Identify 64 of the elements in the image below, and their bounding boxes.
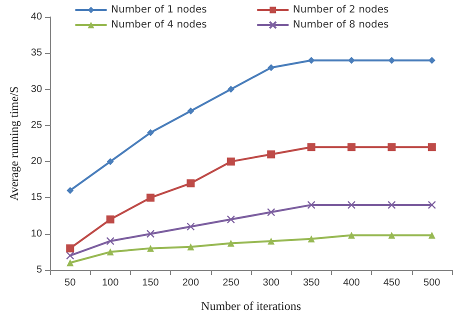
- x-tick-label: 50: [64, 278, 76, 288]
- x-tick-label: 400: [343, 278, 360, 288]
- legend-label: Number of 8 nodes: [292, 20, 389, 30]
- point: [428, 143, 436, 152]
- y-axis-title: Average running time/S: [7, 86, 21, 201]
- point: [268, 238, 275, 245]
- point: [388, 56, 396, 64]
- point: [307, 200, 316, 210]
- point: [226, 158, 235, 166]
- point: [187, 243, 194, 250]
- x-tick-label: 250: [222, 278, 240, 288]
- point: [428, 232, 436, 239]
- point: [267, 150, 276, 158]
- y-tick-label: 30: [30, 84, 42, 95]
- point: [308, 235, 315, 242]
- point: [146, 194, 155, 202]
- y-tick-label: 20: [30, 156, 42, 168]
- x-tick-label: 200: [182, 278, 200, 288]
- point: [66, 244, 74, 252]
- x-tick-label: 150: [142, 278, 160, 288]
- point: [348, 232, 356, 239]
- legend-label: Number of 1 nodes: [111, 4, 207, 16]
- y-tick-label: 25: [30, 120, 42, 131]
- point: [147, 129, 154, 136]
- point: [428, 200, 436, 210]
- point: [388, 143, 396, 152]
- point: [348, 56, 356, 64]
- point: [347, 200, 356, 210]
- point: [146, 230, 155, 238]
- point: [106, 215, 114, 224]
- point: [226, 215, 236, 224]
- point: [428, 56, 436, 64]
- x-tick-label: 450: [383, 278, 400, 288]
- y-tick-label: 10: [30, 228, 42, 240]
- point: [66, 186, 74, 194]
- y-tick-label: 40: [30, 12, 42, 22]
- legend-label: Number of 2 nodes: [292, 4, 389, 16]
- point: [186, 222, 195, 231]
- point: [66, 251, 74, 260]
- y-tick-label: 5: [36, 264, 42, 276]
- x-tick-label: 500: [424, 278, 441, 288]
- point: [106, 248, 114, 256]
- y-tick-label: 15: [30, 192, 42, 204]
- legend-label: Number of 4 nodes: [111, 20, 207, 30]
- point: [348, 143, 356, 152]
- y-tick-label: 35: [30, 48, 42, 59]
- point: [227, 240, 234, 247]
- point: [388, 232, 396, 239]
- point: [66, 259, 74, 266]
- point: [106, 158, 114, 166]
- point: [186, 179, 195, 188]
- point: [267, 208, 276, 216]
- point: [307, 143, 316, 152]
- point: [106, 236, 114, 246]
- point: [388, 200, 396, 210]
- point: [187, 107, 194, 114]
- point: [268, 64, 275, 72]
- point: [308, 56, 315, 64]
- point: [147, 244, 154, 252]
- x-axis-title: Number of iterations: [201, 299, 302, 313]
- x-tick-label: 300: [262, 278, 280, 288]
- point: [227, 86, 234, 93]
- x-tick-label: 100: [102, 278, 120, 288]
- x-tick-label: 350: [302, 278, 320, 288]
